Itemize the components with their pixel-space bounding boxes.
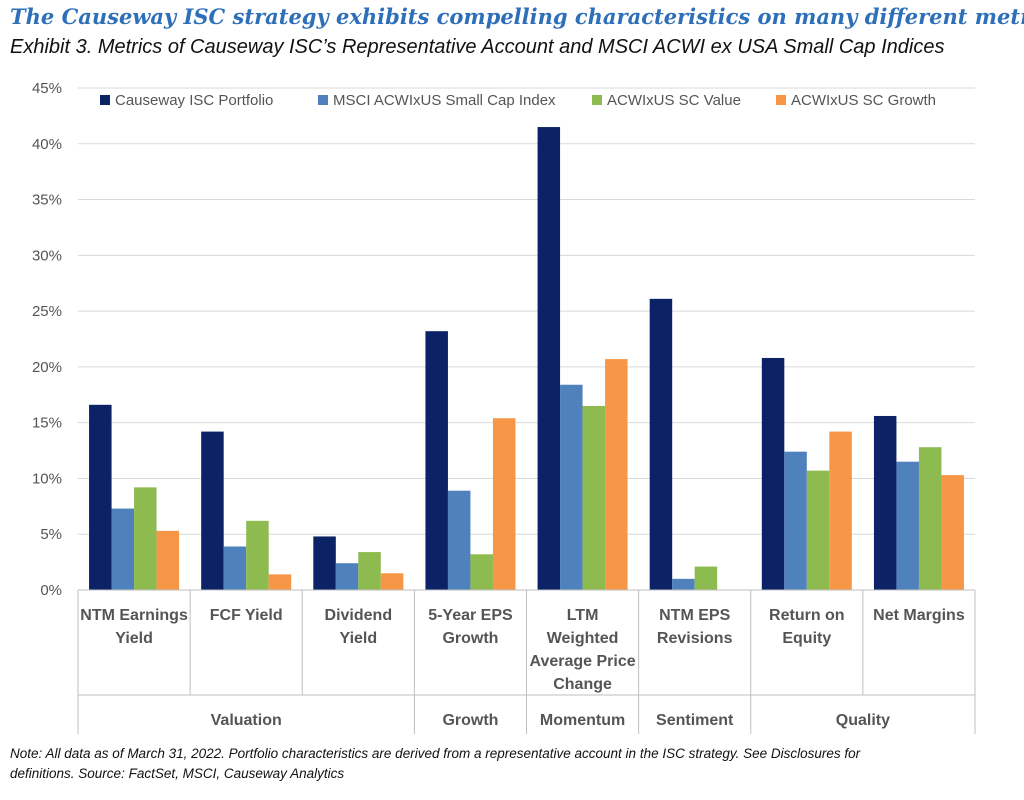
group-label: Valuation [211,712,282,729]
bar [806,470,830,590]
legend-swatch [100,95,110,105]
y-tick-label: 0% [40,582,62,599]
category-label: LTM Weighted Average Price Change [529,607,635,693]
y-tick-label: 40% [32,136,62,153]
bar [425,331,448,590]
headline: The Causeway ISC strategy exhibits compe… [10,4,1024,29]
bar [380,573,404,590]
legend-swatch [776,95,786,105]
bar [447,490,471,590]
bar [201,431,224,590]
bar [649,298,673,590]
bar [111,508,135,590]
bar [268,574,292,590]
group-label: Momentum [540,712,625,729]
bar [560,384,583,590]
group-label: Sentiment [656,712,734,729]
legend-label: MSCI ACWIxUS Small Cap Index [333,92,556,109]
exhibit-title: Exhibit 3. Metrics of Causeway ISC’s Rep… [10,36,945,58]
bar [246,520,269,590]
y-tick-label: 15% [32,415,62,432]
bar [223,546,247,590]
bar [537,127,561,591]
category-label: Return on Equity [769,607,845,647]
footnote-line-2: definitions. Source: FactSet, MSCI, Caus… [10,766,345,781]
bar [896,461,919,590]
y-tick-label: 5% [40,526,62,543]
y-tick-label: 30% [32,247,62,264]
bar-chart: 0% 5% 10% 15% 20% 25% 30% 35% 40% 45% NTM Earnings… [32,80,976,734]
bar [358,552,381,590]
bar [672,578,695,590]
bar [873,415,897,590]
bar [605,359,628,590]
category-label: NTM EPS Revisions [657,607,733,647]
bar [134,487,157,590]
bar [313,536,336,590]
bar [89,404,112,590]
bar [829,431,852,590]
footnote-line-1: Note: All data as of March 31, 2022. Por… [10,746,861,761]
legend-swatch [592,95,602,105]
category-label: NTM Earnings Yield [80,607,188,647]
legend-label: Causeway ISC Portfolio [115,92,273,109]
category-label: Dividend Yield [325,607,393,647]
y-tick-label: 10% [32,470,62,487]
bar [492,418,516,590]
bar [941,475,964,590]
footnote: Note: All data as of March 31, 2022. Por… [10,744,1010,784]
bar [156,530,180,590]
bar [918,447,942,590]
legend-label: ACWIxUS SC Growth [791,92,936,109]
legend-swatch [318,95,328,105]
y-tick-label: 45% [32,80,62,97]
category-label: FCF Yield [210,607,283,624]
bar [470,554,493,590]
group-label: Quality [836,712,890,729]
legend-label: ACWIxUS SC Value [607,92,741,109]
category-label: Net Margins [873,607,965,624]
bar [784,451,807,590]
bar [761,357,785,590]
bar [582,405,606,590]
y-tick-label: 20% [32,359,62,376]
y-tick-label: 25% [32,303,62,320]
bar [335,563,359,590]
group-label: Growth [442,712,498,729]
category-label: 5-Year EPS Growth [428,607,513,647]
y-tick-label: 35% [32,192,62,209]
bar [694,566,718,590]
